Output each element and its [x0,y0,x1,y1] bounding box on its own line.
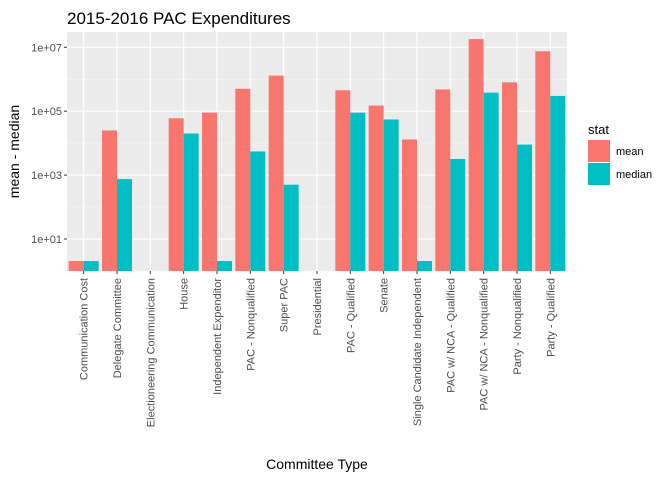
x-tick-label: Single Candidate Independent [412,278,424,426]
bar-median [217,261,232,271]
y-tick-label: 1e+03 [31,170,62,182]
x-tick-label: PAC w/ NCA - Qualified [445,278,457,393]
x-tick-label: PAC - Qualified [345,278,357,353]
bar-median [483,92,499,272]
chart-title: 2015-2016 PAC Expenditures [67,9,291,28]
x-axis: Communication Cost Delegate Committee Elec… [79,271,557,427]
bar-mean [535,51,551,271]
bar-mean [102,130,117,271]
x-tick-label: House [179,278,191,310]
legend-swatch-mean [588,140,610,162]
x-tick-label: Party - Nonqualified [512,278,524,375]
bar-mean [335,90,351,271]
bar-mean [68,261,84,271]
bar-median [250,151,266,271]
x-tick-label: Delegate Committee [112,278,124,378]
y-axis-title: mean - median [6,105,22,198]
bar-mean [202,112,217,272]
x-tick-label: Senate [379,278,391,313]
bar-mean [168,118,184,271]
bar-mean [468,39,484,271]
x-tick-label: Electioneering Communication [145,278,157,427]
bar-median [417,261,432,271]
bar-median [383,119,399,271]
legend-label-median: median [616,169,652,181]
bar-median [283,184,299,271]
x-tick-label: Party - Qualified [545,278,557,357]
bars [68,39,566,272]
bar-median [550,95,566,271]
legend: stat mean median [588,122,652,185]
bar-median [117,179,132,271]
bar-median [517,144,532,271]
bar-median [183,133,199,271]
x-tick-label: Communication Cost [79,278,91,380]
x-axis-title: Committee Type [266,456,368,472]
y-tick-label: 1e+07 [31,42,62,54]
x-tick-label: Independent Expenditor [212,278,224,395]
bar-mean [268,75,284,272]
legend-title: stat [588,122,609,137]
bar-median [450,158,466,271]
y-axis: 1e+01 1e+03 1e+05 1e+07 [31,42,67,246]
x-tick-label: PAC - Nonqualified [245,278,257,371]
legend-label-mean: mean [616,146,644,158]
x-tick-label: PAC w/ NCA - Nonqualified [479,278,491,410]
y-tick-label: 1e+05 [31,106,62,118]
bar-mean [235,88,251,272]
bar-mean [502,82,517,271]
bar-mean [368,105,384,271]
legend-swatch-median [588,163,610,185]
x-tick-label: Presidential [312,278,324,335]
bar-median [83,261,99,271]
bar-mean [435,89,451,271]
bar-median [350,112,366,272]
bar-mean [402,139,417,271]
x-tick-label: Super PAC [279,278,291,332]
y-tick-label: 1e+01 [31,234,62,246]
